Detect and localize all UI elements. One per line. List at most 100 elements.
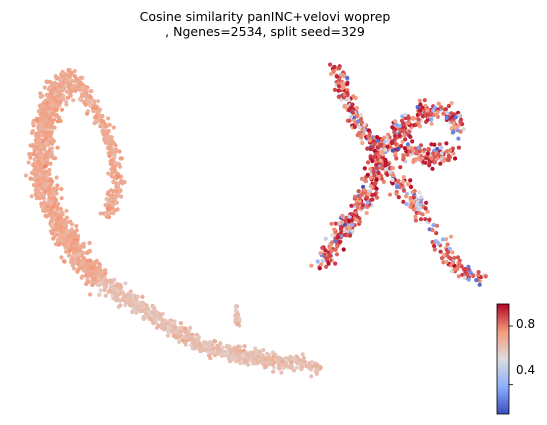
scatter-point (88, 258, 93, 263)
scatter-point (378, 143, 383, 148)
scatter-point (53, 198, 59, 203)
scatter-point (52, 192, 57, 197)
scatter-point (79, 275, 84, 280)
scatter-point (270, 357, 275, 362)
scatter-point (450, 250, 455, 255)
scatter-point (53, 187, 59, 192)
scatter-point (39, 111, 44, 116)
scatter-point (439, 105, 444, 110)
scatter-point (37, 141, 43, 146)
scatter-point (444, 115, 449, 120)
scatter-point (366, 192, 371, 197)
scatter-point (261, 347, 266, 353)
scatter-point (191, 340, 196, 345)
scatter-point (52, 211, 58, 216)
scatter-point (50, 106, 55, 111)
scatter-point (77, 263, 82, 268)
scatter-point (41, 183, 46, 188)
scatter-point (73, 242, 79, 247)
scatter-point (349, 222, 355, 228)
scatter-point (95, 109, 100, 114)
scatter-point (236, 344, 241, 349)
scatter-point (44, 112, 49, 117)
scatter-point (100, 129, 105, 134)
scatter-point (374, 166, 380, 171)
scatter-point (50, 231, 55, 236)
scatter-point (449, 111, 454, 116)
scatter-point (458, 129, 463, 134)
scatter-point (366, 134, 371, 139)
scatter-point (72, 266, 77, 271)
scatter-point (273, 352, 278, 357)
scatter-point (390, 141, 395, 146)
scatter-point (359, 120, 364, 125)
scatter-point (432, 154, 437, 159)
scatter-point (96, 99, 101, 104)
scatter-point (71, 258, 76, 263)
scatter-point (49, 112, 54, 118)
scatter-point (372, 141, 377, 146)
scatter-point (314, 363, 319, 368)
scatter-point (446, 157, 451, 163)
scatter-point (40, 195, 46, 200)
scatter-point (374, 162, 379, 167)
scatter-point (44, 181, 49, 186)
scatter-point (30, 162, 36, 167)
colorbar-tick-label-0.8: 0.8 (516, 317, 536, 331)
scatter-point (426, 146, 431, 152)
scatter-point (118, 156, 123, 161)
scatter-point (69, 227, 74, 232)
scatter-point (55, 183, 60, 188)
scatter-point (456, 136, 461, 141)
scatter-point (211, 346, 216, 351)
scatter-point (112, 175, 117, 180)
scatter-point (466, 277, 471, 282)
scatter-point (400, 139, 405, 144)
scatter-point (408, 204, 413, 209)
scatter-point (44, 208, 49, 213)
scatter-point (372, 192, 377, 197)
scatter-point (114, 200, 119, 205)
scatter-point (66, 68, 71, 73)
scatter-point (438, 249, 443, 254)
scatter-point (390, 148, 395, 153)
scatter-point (330, 233, 335, 238)
scatter-point (415, 105, 420, 110)
scatter-point (41, 102, 46, 107)
scatter-point (27, 152, 32, 157)
scatter-point (366, 128, 371, 133)
scatter-point (72, 231, 77, 236)
scatter-point (60, 87, 65, 92)
scatter-point (370, 158, 375, 164)
scatter-point (348, 114, 354, 120)
scatter-point (441, 260, 446, 265)
scatter-point (357, 125, 362, 130)
scatter-point (248, 355, 254, 360)
scatter-point (110, 293, 115, 298)
scatter-point (104, 124, 109, 129)
scatter-point (64, 89, 70, 94)
scatter-point (56, 97, 62, 102)
scatter-point (320, 258, 325, 263)
scatter-point (140, 300, 145, 305)
scatter-point (45, 204, 50, 209)
scatter-point (422, 147, 427, 152)
scatter-point (56, 115, 62, 120)
scatter-point (449, 126, 454, 131)
scatter-point (63, 244, 69, 249)
scatter-point (34, 131, 39, 136)
scatter-point (207, 340, 212, 345)
scatter-point (117, 149, 122, 154)
scatter-point (92, 273, 97, 278)
scatter-point (383, 163, 388, 168)
scatter-point (90, 282, 95, 288)
scatter-point (387, 169, 392, 174)
scatter-point (175, 334, 180, 339)
scatter-point (55, 223, 60, 228)
scatter-point (57, 236, 62, 242)
scatter-point (430, 166, 435, 171)
scatter-point (352, 194, 358, 199)
scatter-point (448, 256, 453, 261)
scatter-point (56, 209, 62, 214)
scatter-point (336, 235, 341, 240)
